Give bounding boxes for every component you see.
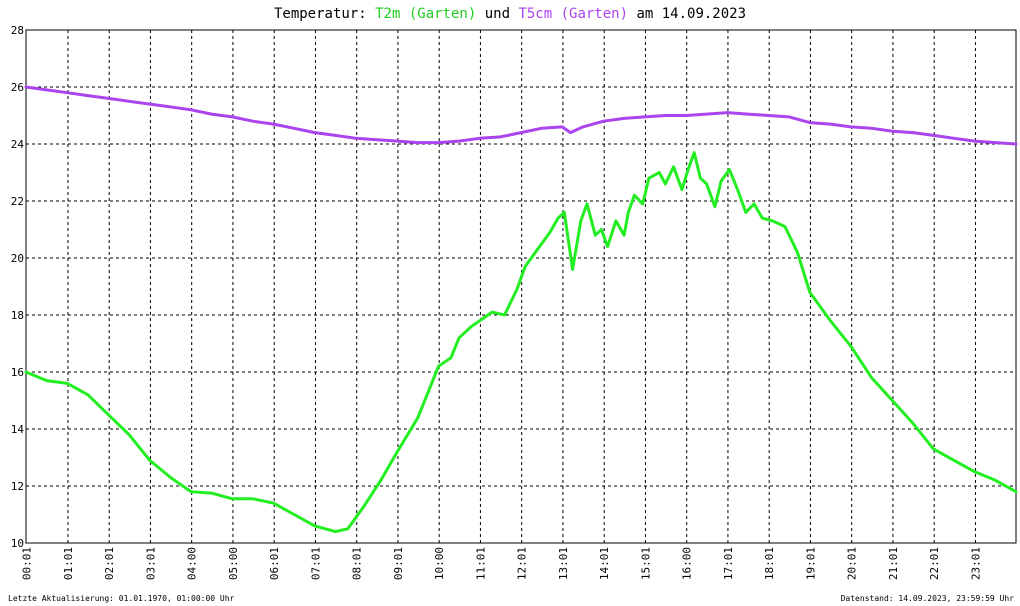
title-middle: und (476, 6, 518, 22)
x-tick-label: 23:01 (969, 547, 982, 580)
x-tick-label: 13:01 (557, 547, 570, 580)
title-series2: T5cm (Garten) (518, 6, 628, 22)
y-tick-label: 18 (11, 309, 24, 322)
series-line-t2m (24, 151, 1018, 534)
footer-last-update: Letzte Aktualisierung: 01.01.1970, 01:00… (8, 594, 235, 603)
y-tick-label: 10 (11, 537, 24, 550)
x-tick-label: 04:00 (186, 547, 199, 580)
x-tick-label: 18:01 (763, 547, 776, 580)
x-tick-label: 21:01 (887, 547, 900, 580)
plot-area (25, 29, 1017, 544)
x-tick-label: 19:01 (804, 547, 817, 580)
x-tick-label: 14:01 (598, 547, 611, 580)
series-line-t5cm (24, 85, 1018, 146)
footer-data-timestamp: Datenstand: 14.09.2023, 23:59:59 Uhr (841, 594, 1015, 603)
x-tick-label: 02:01 (103, 547, 116, 580)
x-tick-label: 09:01 (392, 547, 405, 580)
y-tick-label: 22 (11, 195, 24, 208)
x-tick-label: 20:01 (846, 547, 859, 580)
y-axis-ticks: 10 12 14 16 18 20 22 24 26 28 (11, 24, 25, 550)
y-tick-label: 26 (11, 81, 24, 94)
y-tick-label: 20 (11, 252, 24, 265)
x-tick-label: 22:01 (928, 547, 941, 580)
x-tick-label: 16:00 (681, 547, 694, 580)
title-prefix: Temperatur: (274, 6, 375, 22)
x-tick-label: 12:01 (516, 547, 529, 580)
x-tick-label: 01:01 (62, 547, 75, 580)
y-tick-label: 14 (11, 423, 25, 436)
x-tick-label: 00:01 (21, 547, 34, 580)
x-tick-label: 06:01 (268, 547, 281, 580)
title-suffix: am 14.09.2023 (628, 6, 746, 22)
y-tick-label: 12 (11, 480, 24, 493)
chart-title: Temperatur: T2m (Garten) und T5cm (Garte… (274, 6, 746, 22)
x-tick-label: 10:00 (433, 547, 446, 580)
y-tick-label: 28 (11, 24, 24, 37)
y-tick-label: 16 (11, 366, 24, 379)
x-tick-label: 15:01 (639, 547, 652, 580)
chart-series (24, 85, 1018, 534)
x-tick-label: 03:01 (144, 547, 157, 580)
x-tick-label: 17:01 (722, 547, 735, 580)
x-tick-label: 11:01 (474, 547, 487, 580)
x-tick-label: 05:00 (227, 547, 240, 580)
x-tick-label: 08:01 (351, 547, 364, 580)
x-axis-ticks: 00:01 01:01 02:01 03:01 04:00 05:00 06:01 07:01… (21, 547, 983, 580)
x-tick-label: 07:01 (309, 547, 322, 580)
y-tick-label: 24 (11, 138, 25, 151)
title-series1: T2m (Garten) (375, 6, 476, 22)
